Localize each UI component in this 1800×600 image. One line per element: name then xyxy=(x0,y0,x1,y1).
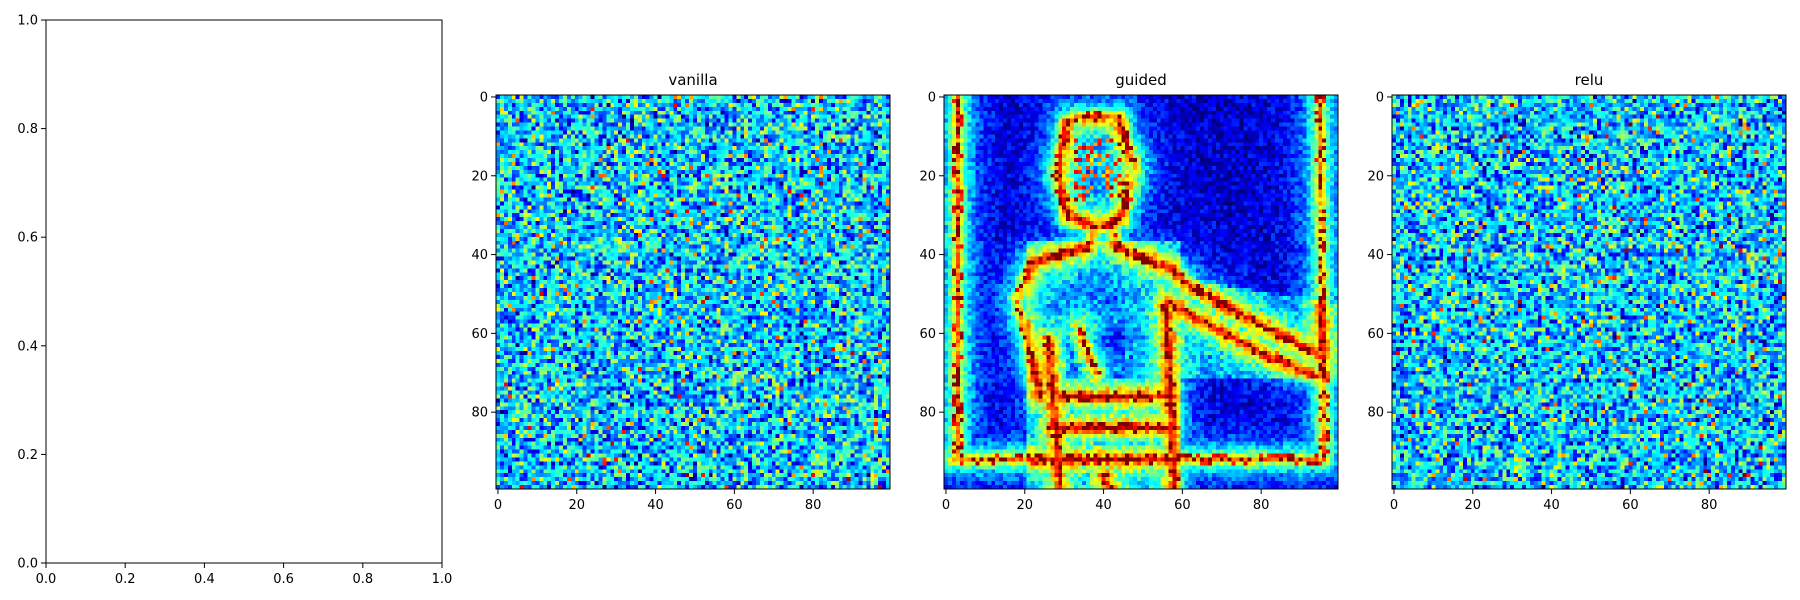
x-tick-label: 0.0 xyxy=(36,572,57,587)
x-tick-label: 80 xyxy=(1701,498,1718,513)
x-tick-label: 60 xyxy=(1622,498,1639,513)
panel-title-vanilla: vanilla xyxy=(668,71,717,89)
x-tick-label: 0 xyxy=(1390,498,1398,513)
heatmap-panel-vanilla: vanilla 0 20 40 60 80 0 20 40 60 80 xyxy=(471,71,891,513)
x-tick-label: 0 xyxy=(494,498,502,513)
y-tick-label: 0 xyxy=(1376,90,1384,105)
x-tick-label: 20 xyxy=(1016,498,1033,513)
x-tick-label: 0.8 xyxy=(352,572,373,587)
empty-axes-frame xyxy=(45,19,443,564)
y-tick-label: 40 xyxy=(1367,248,1384,263)
x-tick-label: 20 xyxy=(568,498,585,513)
relu-y-ticks: 0 20 40 60 80 xyxy=(1367,90,1392,421)
guided-y-ticks: 0 20 40 60 80 xyxy=(919,90,944,421)
heatmap-frame-vanilla xyxy=(495,94,891,490)
x-tick-label: 40 xyxy=(1095,498,1112,513)
vanilla-x-ticks: 0 20 40 60 80 xyxy=(494,489,822,513)
panel-title-relu: relu xyxy=(1575,71,1604,89)
y-tick-label: 80 xyxy=(1367,406,1384,421)
y-tick-label: 40 xyxy=(919,248,936,263)
relu-x-ticks: 0 20 40 60 80 xyxy=(1390,489,1718,513)
y-tick-label: 20 xyxy=(919,169,936,184)
y-tick-label: 20 xyxy=(1367,169,1384,184)
y-tick-label: 40 xyxy=(471,248,488,263)
guided-x-ticks: 0 20 40 60 80 xyxy=(942,489,1270,513)
y-tick-label: 0.4 xyxy=(17,339,38,354)
heatmap-panel-guided: guided 0 20 40 60 80 0 20 40 60 80 xyxy=(919,71,1339,513)
vanilla-y-ticks: 0 20 40 60 80 xyxy=(471,90,496,421)
x-tick-label: 80 xyxy=(1253,498,1270,513)
heatmap-image-relu xyxy=(1392,95,1786,489)
empty-axes-y-ticks: 0.0 0.2 0.4 0.6 0.8 1.0 xyxy=(17,14,46,572)
y-tick-label: 0.6 xyxy=(17,231,38,246)
y-tick-label: 60 xyxy=(1367,327,1384,342)
y-tick-label: 60 xyxy=(919,327,936,342)
y-tick-label: 0.0 xyxy=(17,557,38,572)
y-tick-label: 0.2 xyxy=(17,448,38,463)
heatmap-frame-relu xyxy=(1391,94,1787,490)
panel-title-guided: guided xyxy=(1115,71,1166,89)
y-tick-label: 80 xyxy=(919,406,936,421)
empty-axes-x-ticks: 0.0 0.2 0.4 0.6 0.8 1.0 xyxy=(36,563,453,587)
y-tick-label: 1.0 xyxy=(17,14,38,29)
x-tick-label: 1.0 xyxy=(432,572,453,587)
x-tick-label: 40 xyxy=(647,498,664,513)
y-tick-label: 20 xyxy=(471,169,488,184)
x-tick-label: 60 xyxy=(1174,498,1191,513)
empty-axes-panel: 0.0 0.2 0.4 0.6 0.8 1.0 0.0 0.2 0.4 0.6 0.8 1.0 xyxy=(17,14,452,588)
y-tick-label: 60 xyxy=(471,327,488,342)
heatmap-image-guided xyxy=(944,95,1338,489)
x-tick-label: 0.2 xyxy=(115,572,136,587)
x-tick-label: 0 xyxy=(942,498,950,513)
x-tick-label: 0.6 xyxy=(273,572,294,587)
heatmap-image-vanilla xyxy=(496,95,890,489)
x-tick-label: 20 xyxy=(1464,498,1481,513)
heatmap-panel-relu: relu 0 20 40 60 80 0 20 40 60 80 xyxy=(1367,71,1787,513)
x-tick-label: 80 xyxy=(805,498,822,513)
x-tick-label: 40 xyxy=(1543,498,1560,513)
x-tick-label: 60 xyxy=(726,498,743,513)
y-tick-label: 0 xyxy=(928,90,936,105)
y-tick-label: 0.8 xyxy=(17,122,38,137)
y-tick-label: 80 xyxy=(471,406,488,421)
heatmap-frame-guided xyxy=(943,94,1339,490)
x-tick-label: 0.4 xyxy=(194,572,215,587)
y-tick-label: 0 xyxy=(480,90,488,105)
